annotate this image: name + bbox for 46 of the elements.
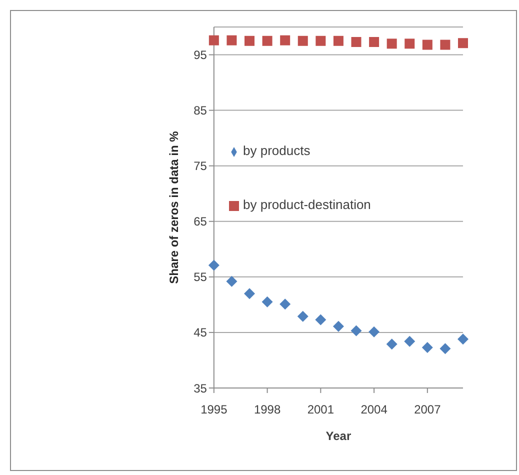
point <box>208 260 220 271</box>
point <box>297 310 308 322</box>
point <box>350 325 362 336</box>
y-tick-label: 75 <box>194 159 208 174</box>
point <box>386 338 398 350</box>
point <box>226 276 238 287</box>
legend-label: by product-destination <box>243 197 371 212</box>
x-axis-title: Year <box>326 429 352 443</box>
y-tick-label: 85 <box>194 104 208 118</box>
point <box>458 38 468 48</box>
point <box>404 336 416 347</box>
point <box>386 38 397 49</box>
y-tick-label: 55 <box>194 270 208 284</box>
point <box>440 343 451 354</box>
point <box>440 40 450 50</box>
point <box>280 298 291 310</box>
point <box>298 36 308 46</box>
y-tick-label: 95 <box>194 48 208 62</box>
x-tick-label: 2004 <box>360 402 388 417</box>
point <box>262 296 273 308</box>
point <box>262 36 272 46</box>
y-tick-label: 45 <box>194 326 208 340</box>
point <box>208 35 219 46</box>
point <box>332 320 344 332</box>
y-axis-title: Share of zeros in data in % <box>167 130 182 284</box>
point <box>280 35 290 46</box>
point <box>316 36 326 46</box>
point <box>244 36 255 46</box>
point <box>404 38 415 49</box>
y-tick-label: 35 <box>194 381 208 396</box>
x-tick-label: 2001 <box>307 402 334 417</box>
point <box>422 342 433 353</box>
point <box>333 36 344 46</box>
point <box>368 326 380 338</box>
point <box>315 314 326 326</box>
legend-label: by products <box>243 143 310 158</box>
point <box>351 36 362 47</box>
point <box>458 334 468 345</box>
x-tick-label: 2007 <box>414 402 442 417</box>
x-tick-label: 1995 <box>200 402 228 417</box>
point <box>422 40 432 50</box>
point <box>369 36 380 47</box>
y-tick-label: 65 <box>194 214 208 229</box>
point <box>226 35 237 46</box>
point <box>244 288 256 300</box>
x-tick-label: 1998 <box>254 402 281 417</box>
